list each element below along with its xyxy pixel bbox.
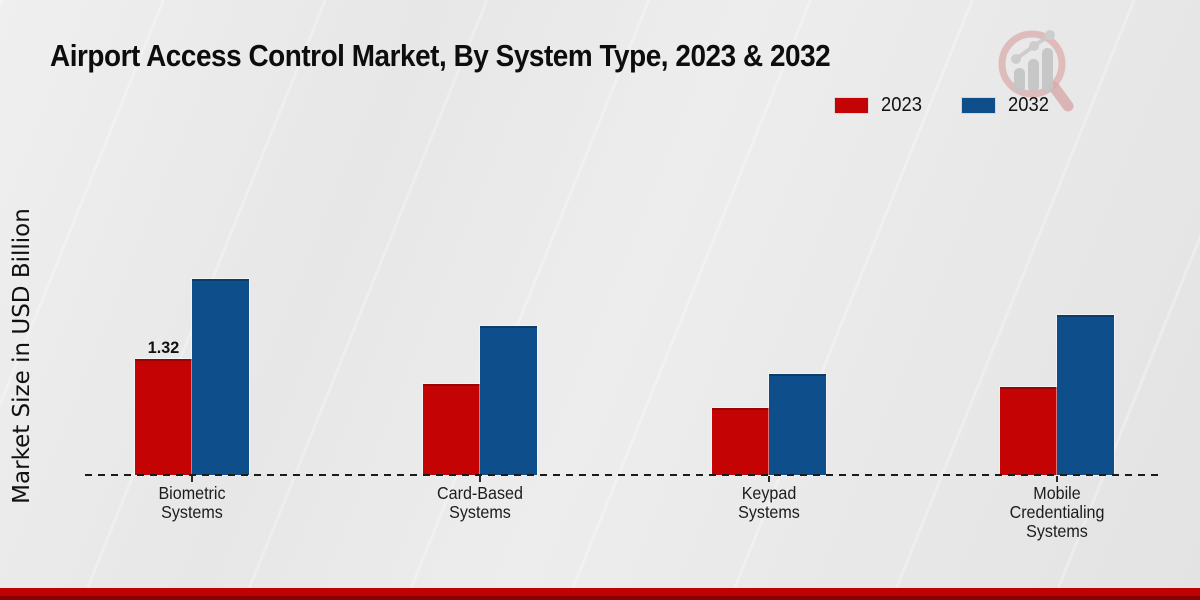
bar-2032-3 (769, 374, 826, 475)
logo-bars (1014, 48, 1053, 92)
bar-2023-4 (1000, 387, 1057, 475)
logo-trend-dots (1011, 30, 1055, 64)
category-label: Keypad Systems (738, 483, 800, 522)
x-axis-dashed-line (85, 474, 1163, 476)
legend-item-2032: 2032 (961, 94, 1053, 117)
legend-label-2023: 2023 (881, 94, 922, 116)
footer-red-band (0, 588, 1200, 600)
bar-2023-2 (423, 384, 480, 475)
magnifier-bar-chart-logo (998, 30, 1074, 112)
bar-value-label: 1.32 (147, 338, 180, 357)
bar-2032-2 (480, 326, 537, 475)
legend-item-2023: 2023 (835, 94, 926, 117)
legend-swatch-2023 (835, 98, 868, 113)
x-tick (479, 476, 481, 482)
bar-2032-4 (1057, 315, 1114, 475)
legend-swatch-2032 (961, 98, 995, 113)
bar-2023-1 (135, 359, 192, 475)
category-label: Mobile Credentialing Systems (1009, 483, 1105, 541)
legend-label-2032: 2032 (1007, 94, 1049, 116)
x-tick (1056, 476, 1058, 482)
x-tick (191, 476, 193, 482)
category-label: Biometric Systems (158, 483, 226, 522)
bar-2032-1 (192, 279, 249, 475)
category-label: Card-Based Systems (437, 483, 523, 522)
bar-2023-3 (712, 408, 769, 475)
magnifier-lens (998, 30, 1066, 98)
magnifier-handle (1048, 81, 1074, 112)
legend: 2023 2032 (835, 94, 1052, 117)
x-tick (768, 476, 770, 482)
chart-title: Airport Access Control Market, By System… (50, 38, 831, 73)
